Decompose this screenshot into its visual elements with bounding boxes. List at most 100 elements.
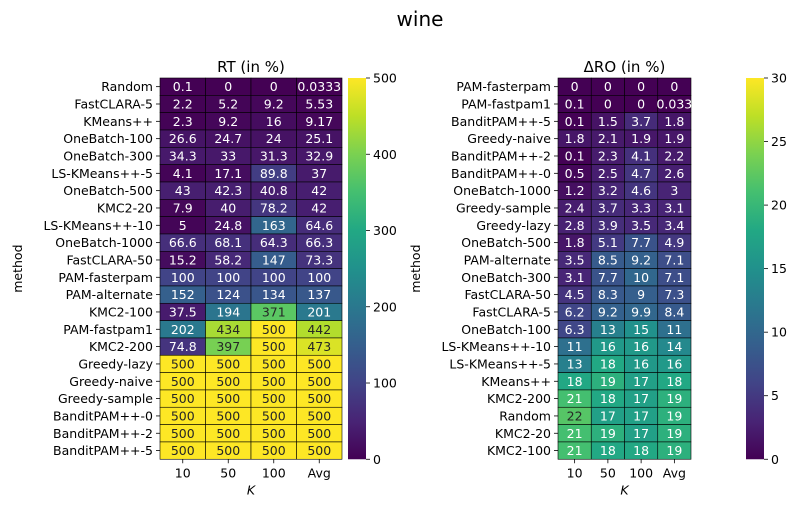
cell-value-label: 3.7	[631, 114, 651, 129]
cell-value-label: 0.0333	[297, 79, 341, 94]
cell-value-label: 31.3	[260, 148, 288, 163]
cell-value-label: 3.5	[631, 218, 651, 233]
cell-value-label: 3.4	[664, 218, 684, 233]
row-label: FastCLARA-5	[74, 96, 153, 111]
cell-value-label: 1.8	[664, 114, 684, 129]
cell-value-label: 2.8	[565, 218, 585, 233]
cell-value-label: 15.2	[169, 252, 197, 267]
cell-value-label: 397	[216, 339, 240, 354]
cell-value-label: 8.3	[598, 287, 618, 302]
column-label: 100	[629, 465, 653, 480]
cell-value-label: 500	[262, 356, 286, 371]
cell-value-label: 3.2	[598, 183, 618, 198]
cell-value-label: 137	[307, 287, 331, 302]
cell-value-label: 34.3	[169, 148, 197, 163]
cell-value-label: 11	[666, 322, 682, 337]
row-label: Greedy-naive	[69, 374, 153, 389]
row-label: LS-KMeans++-10	[43, 218, 153, 233]
cell-value-label: 1.9	[631, 131, 651, 146]
colorbar-tick-label: 500	[373, 71, 397, 86]
cell-value-label: 500	[216, 443, 240, 458]
colorbar	[746, 78, 764, 460]
cell-value-label: 147	[262, 252, 286, 267]
cell-value-label: 1.8	[565, 235, 585, 250]
heatmap-cell	[296, 441, 343, 460]
heatmap-cell	[657, 441, 692, 460]
cell-value-label: 5.1	[598, 235, 618, 250]
cell-value-label: 21	[567, 391, 583, 406]
cell-value-label: 58.2	[214, 252, 242, 267]
row-label: OneBatch-500	[63, 183, 153, 198]
cell-value-label: 26.6	[169, 131, 197, 146]
cell-value-label: 3.1	[664, 200, 684, 215]
figure-title: wine	[397, 7, 444, 31]
row-label: FastCLARA-50	[66, 252, 153, 267]
cell-value-label: 9.17	[305, 114, 333, 129]
colorbar-tick-label: 10	[771, 325, 787, 340]
cell-value-label: 124	[216, 287, 240, 302]
cell-value-label: 43	[175, 183, 191, 198]
panel-title: ΔRO (in %)	[584, 58, 666, 76]
heatmap-panel-1: RT (in %) 0.1 0 0 0.0333 Random 2.2 5.2 9.2 5.53 F…	[10, 58, 397, 497]
row-label: OneBatch-300	[461, 270, 551, 285]
row-label: FastCLARA-50	[464, 287, 551, 302]
cell-value-label: 500	[307, 391, 331, 406]
cell-value-label: 500	[171, 443, 195, 458]
row-label: OneBatch-1000	[453, 183, 551, 198]
row-label: LS-KMeans++-10	[441, 339, 551, 354]
cell-value-label: 500	[262, 339, 286, 354]
cell-value-label: 152	[171, 287, 195, 302]
cell-value-label: 13	[567, 356, 583, 371]
cell-value-label: 16	[633, 339, 649, 354]
cell-value-label: 500	[216, 356, 240, 371]
cell-value-label: 500	[171, 391, 195, 406]
cell-value-label: 24.8	[214, 218, 242, 233]
cell-value-label: 9.2	[218, 114, 238, 129]
cell-value-label: 500	[307, 356, 331, 371]
cell-value-label: 4.1	[173, 166, 193, 181]
colorbar-tick-label: 400	[373, 147, 397, 162]
colorbar-tick-label: 100	[373, 376, 397, 391]
cell-value-label: 7.3	[664, 287, 684, 302]
cell-value-label: 3.1	[565, 270, 585, 285]
cell-value-label: 194	[216, 304, 240, 319]
cell-value-label: 40.8	[260, 183, 288, 198]
row-label: PAM-fastpam1	[461, 96, 551, 111]
cell-value-label: 9.2	[598, 304, 618, 319]
cell-value-label: 3.3	[631, 200, 651, 215]
cell-value-label: 13	[600, 322, 616, 337]
cell-value-label: 442	[307, 322, 331, 337]
cell-value-label: 17	[633, 408, 649, 423]
cell-value-label: 9.9	[631, 304, 651, 319]
row-label: KMC2-20	[495, 426, 551, 441]
row-label: FastCLARA-5	[472, 304, 551, 319]
cell-value-label: 2.1	[598, 131, 618, 146]
cell-value-label: 18	[666, 374, 682, 389]
cell-value-label: 500	[307, 408, 331, 423]
cell-value-label: 0	[670, 79, 678, 94]
row-label: KMC2-100	[487, 443, 551, 458]
row-label: KMC2-200	[89, 339, 153, 354]
cell-value-label: 22	[567, 408, 583, 423]
cell-value-label: 18	[600, 356, 616, 371]
row-label: PAM-fasterpam	[456, 79, 551, 94]
cell-value-label: 78.2	[260, 200, 288, 215]
row-label: KMC2-20	[97, 200, 153, 215]
cell-value-label: 5	[179, 218, 187, 233]
cell-value-label: 89.8	[260, 166, 288, 181]
cell-value-label: 7.7	[631, 235, 651, 250]
panel-title: RT (in %)	[217, 58, 285, 76]
cell-value-label: 14	[666, 339, 682, 354]
row-label: PAM-alternate	[66, 287, 154, 302]
column-label: 10	[567, 465, 583, 480]
row-label: LS-KMeans++-5	[51, 166, 153, 181]
cell-value-label: 163	[262, 218, 286, 233]
cell-value-label: 66.6	[169, 235, 197, 250]
cell-value-label: 2.3	[173, 114, 193, 129]
cell-value-label: 42.3	[214, 183, 242, 198]
cell-value-label: 1.2	[565, 183, 585, 198]
cell-value-label: 24.7	[214, 131, 242, 146]
cell-value-label: 21	[567, 443, 583, 458]
cell-value-label: 500	[216, 408, 240, 423]
